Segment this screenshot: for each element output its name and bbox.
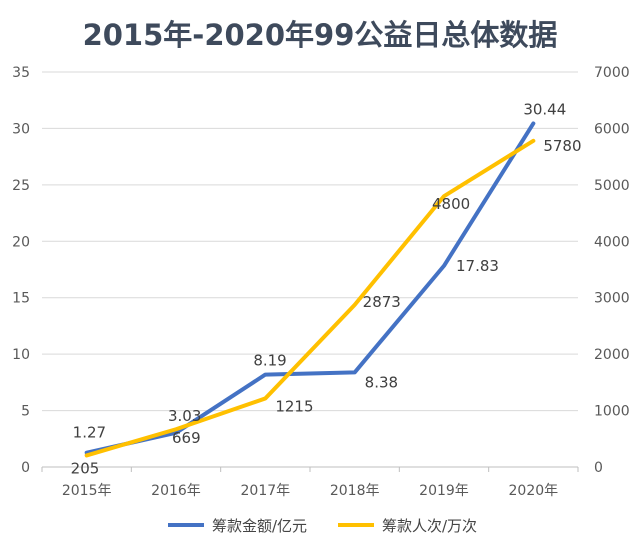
legend: 筹款金额/亿元 筹款人次/万次 xyxy=(0,513,640,537)
y-right-tick-label: 6000 xyxy=(594,121,630,137)
data-label-count: 1215 xyxy=(275,397,313,415)
y-left-tick-label: 20 xyxy=(12,234,30,250)
data-label-amount: 30.44 xyxy=(523,100,566,118)
y-left-tick-label: 35 xyxy=(12,65,30,81)
data-label-count: 5780 xyxy=(543,137,581,155)
legend-swatch-count xyxy=(338,523,374,527)
x-tick-label: 2015年 xyxy=(62,483,112,499)
data-label-amount: 8.19 xyxy=(253,352,286,370)
y-right-tick-label: 2000 xyxy=(594,347,630,363)
axes: 0 5 10 15 20 25 30 35 0 1000 2000 3000 4000 5000 6000 7… xyxy=(12,65,629,499)
y-left-tick-label: 10 xyxy=(12,347,30,363)
series-lines xyxy=(84,121,536,458)
legend-label-amount: 筹款金额/亿元 xyxy=(212,516,308,535)
y-left-tick-label: 15 xyxy=(12,291,30,307)
chart-title: 2015年-2020年99公益日总体数据 xyxy=(82,18,558,52)
data-labels: 1.27 3.03 8.19 8.38 17.83 30.44 205 669 1215 2873… xyxy=(71,100,582,477)
y-left-tick-label: 0 xyxy=(21,460,30,476)
x-tick-label: 2017年 xyxy=(241,483,291,499)
data-label-count: 4800 xyxy=(432,195,470,213)
data-label-amount: 17.83 xyxy=(456,257,499,275)
y-left-tick-label: 5 xyxy=(21,404,30,420)
data-label-amount: 1.27 xyxy=(73,424,106,442)
series-line-amount xyxy=(84,121,536,455)
legend-item-amount[interactable]: 筹款金额/亿元 xyxy=(168,513,307,537)
y-right-tick-label: 3000 xyxy=(594,291,630,307)
series-line-count xyxy=(84,138,536,458)
y-right-tick-label: 1000 xyxy=(594,404,630,420)
y-right-tick-label: 5000 xyxy=(594,178,630,194)
y-right-tick-label: 0 xyxy=(594,460,603,476)
y-right-tick-label: 7000 xyxy=(594,65,630,81)
x-tick-label: 2018年 xyxy=(330,483,380,499)
data-label-count: 205 xyxy=(71,459,100,477)
x-tick-label: 2020年 xyxy=(509,483,559,499)
data-label-count: 2873 xyxy=(363,293,401,311)
data-label-amount: 3.03 xyxy=(168,407,201,425)
legend-item-count[interactable]: 筹款人次/万次 xyxy=(338,513,477,537)
y-left-tick-label: 30 xyxy=(12,121,30,137)
legend-label-count: 筹款人次/万次 xyxy=(382,516,478,535)
data-label-amount: 8.38 xyxy=(365,373,398,391)
legend-swatch-amount xyxy=(168,523,204,527)
y-left-tick-label: 25 xyxy=(12,178,30,194)
x-tick-label: 2016年 xyxy=(151,483,201,499)
data-label-count: 669 xyxy=(172,429,201,447)
x-tick-label: 2019年 xyxy=(419,483,469,499)
y-right-tick-label: 4000 xyxy=(594,234,630,250)
